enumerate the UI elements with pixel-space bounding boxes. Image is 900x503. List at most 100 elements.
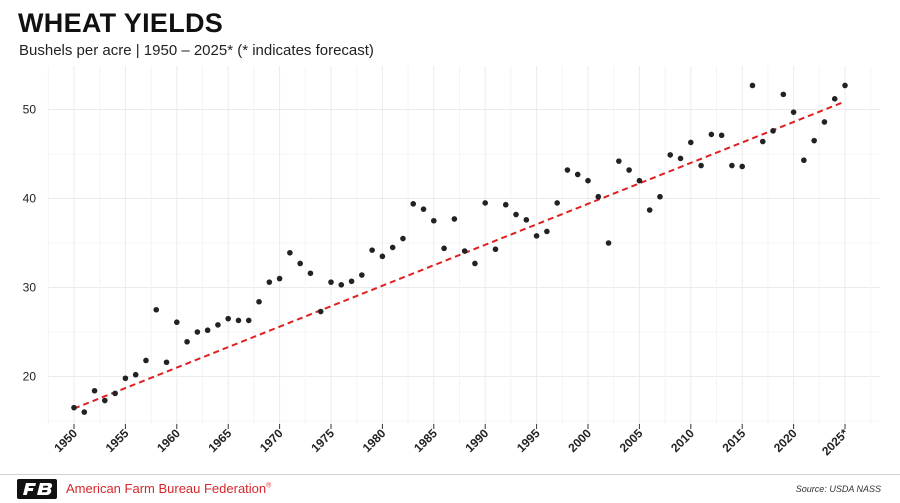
data-point (461, 248, 468, 254)
data-point (122, 375, 129, 382)
data-point (605, 240, 612, 246)
data-point (770, 128, 776, 134)
x-tick-label: 1995 (514, 426, 543, 455)
data-point (379, 253, 386, 260)
x-tick-label: 2020 (771, 426, 800, 455)
data-point (348, 278, 355, 285)
data-point (616, 158, 622, 164)
data-point (842, 82, 848, 89)
data-point (513, 211, 519, 218)
data-point (533, 233, 540, 239)
data-point (688, 139, 694, 146)
x-tick-label: 1970 (257, 426, 286, 455)
footer-divider (0, 474, 900, 475)
organization-name: American Farm Bureau Federation® (66, 481, 272, 496)
x-tick-label: 2015 (720, 426, 749, 455)
data-point (821, 119, 828, 125)
data-point (184, 338, 190, 345)
data-point (698, 162, 704, 169)
data-point (235, 317, 242, 324)
x-tick-label: 2000 (565, 426, 594, 455)
data-point (749, 82, 756, 89)
data-point (143, 357, 149, 364)
data-point (81, 409, 88, 415)
data-point (626, 167, 632, 173)
data-point (502, 201, 509, 208)
data-point (225, 315, 231, 322)
data-point (328, 279, 334, 285)
data-point (163, 359, 170, 366)
data-point (420, 206, 427, 212)
data-point (811, 137, 817, 144)
data-point (554, 200, 560, 206)
data-point (564, 167, 571, 173)
trend-line-group (73, 100, 846, 410)
data-point (759, 138, 766, 145)
data-points (71, 82, 848, 415)
scatter-chart: 20 30 40 50 1950 1955 1960 1965 1970 1975 1980 198… (23, 66, 880, 458)
data-point (400, 235, 406, 242)
data-point (801, 157, 807, 164)
afbf-logo-icon (17, 479, 57, 499)
x-tick-label: 1980 (360, 426, 389, 455)
data-point (389, 244, 396, 251)
data-point (718, 132, 725, 139)
x-tick-label: 1950 (51, 426, 80, 455)
data-point (307, 270, 314, 277)
data-point (780, 91, 787, 98)
data-point (359, 272, 365, 278)
x-tick-label: 1960 (154, 426, 183, 455)
data-point (338, 282, 345, 288)
data-point (595, 193, 602, 200)
x-tick-label: 1965 (206, 426, 235, 455)
x-tick-label: 2005 (617, 426, 646, 455)
data-point (369, 247, 375, 253)
data-point (574, 171, 581, 178)
data-point (708, 131, 715, 138)
data-point (132, 371, 139, 378)
x-tick-label: 1990 (463, 426, 492, 455)
data-point (441, 245, 447, 252)
y-tick-label: 50 (23, 103, 37, 117)
data-point (451, 216, 458, 222)
data-point (266, 279, 273, 285)
trend-line (73, 100, 846, 410)
data-point (739, 163, 745, 170)
x-axis: 1950 1955 1960 1965 1970 1975 1980 1985 1990 1995… (51, 424, 851, 458)
x-tick-label: 2025* (819, 426, 851, 458)
data-point (276, 275, 283, 282)
data-point (831, 96, 838, 102)
data-point (410, 201, 417, 207)
data-point (492, 246, 499, 253)
chart-title: WHEAT YIELDS (18, 8, 224, 38)
data-point (102, 397, 108, 404)
data-point (544, 228, 550, 235)
data-point (667, 152, 674, 158)
y-tick-label: 40 (23, 192, 37, 206)
data-point (431, 217, 437, 224)
data-point (91, 387, 98, 394)
x-tick-label: 1985 (411, 426, 440, 455)
data-point (71, 404, 77, 411)
y-tick-label: 20 (23, 370, 37, 384)
data-point (636, 177, 643, 184)
data-point (790, 109, 797, 115)
x-tick-label: 1975 (308, 426, 337, 455)
chart-subtitle: Bushels per acre | 1950 – 2025* (* indic… (19, 42, 374, 59)
source-note: Source: USDA NASS (795, 484, 881, 494)
data-point (153, 306, 160, 313)
y-axis: 20 30 40 50 (23, 103, 37, 384)
data-point (646, 207, 653, 213)
data-point (245, 317, 252, 324)
data-point (287, 249, 293, 256)
data-point (174, 319, 180, 326)
data-point (215, 322, 221, 328)
data-point (297, 260, 303, 267)
data-point (204, 327, 211, 334)
data-point (657, 193, 663, 200)
data-point (729, 162, 735, 169)
x-tick-label: 2010 (668, 426, 697, 455)
data-point (677, 155, 684, 162)
x-tick-label: 1955 (103, 426, 132, 455)
data-point (112, 390, 118, 397)
